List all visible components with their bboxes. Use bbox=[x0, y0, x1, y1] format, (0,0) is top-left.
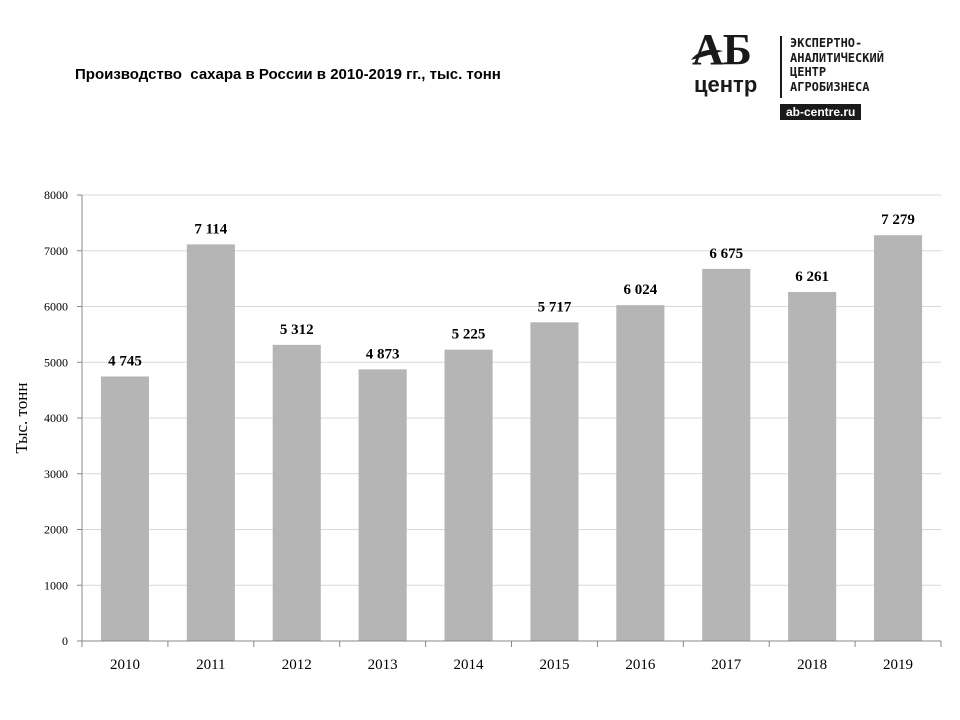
y-tick-label: 6000 bbox=[44, 300, 68, 314]
logo-url: ab-centre.ru bbox=[780, 104, 862, 120]
logo-line: АНАЛИТИЧЕСКИЙ bbox=[790, 50, 884, 65]
x-tick-label: 2017 bbox=[711, 657, 742, 673]
logo-line: АГРОБИЗНЕСА bbox=[790, 79, 870, 94]
data-label: 6 024 bbox=[623, 282, 657, 298]
logo-mark-ab: АБ bbox=[692, 25, 752, 74]
y-tick-label: 4000 bbox=[44, 411, 68, 425]
data-label: 5 717 bbox=[538, 299, 572, 315]
y-tick-label: 3000 bbox=[44, 467, 68, 481]
x-tick-label: 2014 bbox=[454, 657, 485, 673]
y-tick-label: 7000 bbox=[44, 244, 68, 258]
data-label: 5 225 bbox=[452, 327, 486, 343]
bar-2016 bbox=[616, 305, 665, 641]
x-tick-label: 2011 bbox=[196, 657, 225, 673]
x-tick-label: 2015 bbox=[539, 657, 569, 673]
y-tick-label: 1000 bbox=[44, 578, 68, 592]
data-label: 6 261 bbox=[795, 269, 829, 285]
x-tick-label: 2010 bbox=[110, 657, 140, 673]
bars bbox=[100, 235, 923, 642]
data-label: 7 114 bbox=[194, 221, 227, 237]
data-label: 7 279 bbox=[881, 212, 915, 228]
logo-text: ЭКСПЕРТНО- АНАЛИТИЧЕСКИЙ ЦЕНТР АГРОБИЗНЕ… bbox=[790, 36, 884, 94]
y-tick-label: 0 bbox=[62, 634, 68, 648]
data-label: 6 675 bbox=[709, 246, 743, 262]
data-labels: 4 745 7 114 5 312 4 873 5 225 5 717 6 024 6 675… bbox=[108, 212, 915, 369]
y-tick-labels: 0 1000 2000 3000 4000 5000 6000 7000 8000 bbox=[44, 188, 68, 648]
x-tick-label: 2012 bbox=[282, 657, 312, 673]
logo-line: ЦЕНТР bbox=[790, 65, 827, 79]
chart-title: Производство сахара в России в 2010-2019… bbox=[75, 66, 501, 83]
x-tick-label: 2018 bbox=[797, 657, 827, 673]
bar-2010 bbox=[100, 376, 150, 641]
logo-divider bbox=[780, 36, 782, 98]
ab-centre-logo: АБ центр ЭКСПЕРТНО- АНАЛИТИЧЕСКИЙ ЦЕНТР … bbox=[690, 28, 940, 122]
y-tick-label: 8000 bbox=[44, 188, 68, 202]
bar-2014 bbox=[444, 349, 493, 641]
x-tick-label: 2016 bbox=[625, 657, 656, 673]
logo-mark-center: центр bbox=[694, 72, 758, 97]
bar-2013 bbox=[358, 369, 407, 641]
bar-2018 bbox=[788, 291, 837, 641]
y-axis-label: Тыс. тонн bbox=[12, 383, 31, 454]
bar-2015 bbox=[530, 322, 579, 641]
x-tick-label: 2019 bbox=[883, 657, 913, 673]
bar-2011 bbox=[186, 244, 235, 641]
axes bbox=[77, 194, 942, 647]
x-tick-label: 2013 bbox=[368, 657, 398, 673]
data-label: 4 745 bbox=[108, 353, 142, 369]
bar-2012 bbox=[272, 344, 321, 641]
leaf-icon bbox=[691, 49, 723, 60]
logo-line: ЭКСПЕРТНО- bbox=[790, 36, 863, 50]
x-tick-labels: 2010 2011 2012 2013 2014 2015 2016 2017 2018 2019 bbox=[110, 657, 913, 673]
bar-2017 bbox=[702, 268, 751, 641]
y-tick-label: 5000 bbox=[44, 355, 68, 369]
data-label: 5 312 bbox=[280, 322, 314, 338]
y-tick-label: 2000 bbox=[44, 523, 68, 537]
data-label: 4 873 bbox=[366, 346, 400, 362]
bar-2019 bbox=[873, 235, 923, 642]
